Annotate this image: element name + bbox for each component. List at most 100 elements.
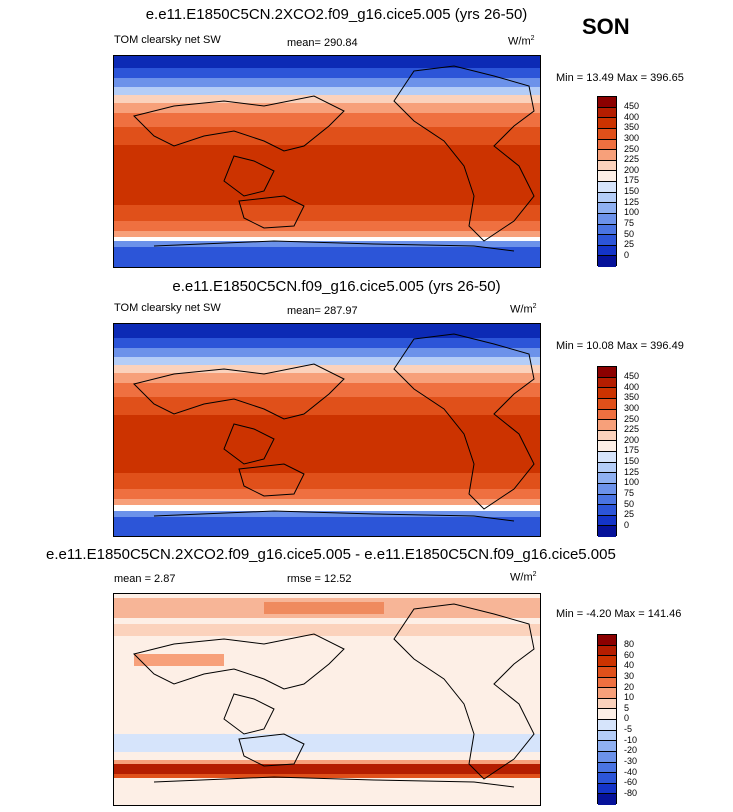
- colorbar-swatch: [598, 97, 616, 108]
- colorbar-swatch: [598, 452, 616, 463]
- panel2-units: W/m2: [510, 303, 537, 316]
- colorbar-tick: 175: [624, 175, 640, 185]
- colorbar-swatch: [598, 505, 616, 516]
- colorbar-swatch: [598, 224, 616, 236]
- colorbar-tick: 175: [624, 445, 640, 455]
- colorbar-swatch: [598, 515, 616, 527]
- colorbar-swatch: [598, 118, 616, 129]
- colorbar-swatch: [598, 367, 616, 378]
- colorbar-swatch: [598, 677, 616, 689]
- season-label: SON: [582, 14, 630, 39]
- colorbar-tick: 25: [624, 239, 635, 249]
- colorbar-swatch: [598, 762, 616, 774]
- colorbar-swatch: [598, 720, 616, 731]
- colorbar-tick: 125: [624, 467, 640, 477]
- panel2-mean: mean= 287.97: [287, 305, 358, 317]
- colorbar-swatch: [598, 773, 616, 784]
- colorbar-tick: 50: [624, 229, 635, 239]
- panel3-units: W/m2: [510, 571, 537, 584]
- colorbar-tick: 0: [624, 520, 630, 530]
- colorbar-tick: -60: [624, 777, 638, 787]
- colorbar-tick: 400: [624, 112, 640, 122]
- panel2-minmax: Min = 10.08 Max = 396.49: [556, 340, 684, 352]
- colorbar-swatch: [598, 107, 616, 119]
- colorbar-tick: 60: [624, 650, 635, 660]
- colorbar-tick: 350: [624, 392, 640, 402]
- colorbar-tick: 125: [624, 197, 640, 207]
- panel1-title: e.e11.E1850C5CN.2XCO2.f09_g16.cice5.005 …: [145, 6, 528, 23]
- colorbar-tick: -5: [624, 724, 633, 734]
- panel2-map-field: [114, 324, 540, 536]
- colorbar-tick: 250: [624, 414, 640, 424]
- panel1-map: [113, 55, 541, 268]
- colorbar-tick: -40: [624, 767, 638, 777]
- colorbar-swatch: [598, 698, 616, 710]
- panel1-map-field: [114, 56, 540, 267]
- colorbar-swatch: [598, 182, 616, 193]
- colorbar-swatch: [598, 171, 616, 182]
- colorbar-tick: 300: [624, 133, 640, 143]
- colorbar-tick: 10: [624, 692, 635, 702]
- colorbar-tick: 5: [624, 703, 630, 713]
- colorbar-tick: 40: [624, 660, 635, 670]
- colorbar-swatch: [598, 245, 616, 257]
- colorbar-swatch: [598, 398, 616, 410]
- colorbar-swatch: [598, 409, 616, 421]
- colorbar-tick: 0: [624, 713, 630, 723]
- colorbar-swatch: [598, 635, 616, 646]
- colorbar-swatch: [598, 645, 616, 657]
- colorbar-tick: 400: [624, 382, 640, 392]
- panel3-map: [113, 593, 541, 806]
- colorbar-tick: 150: [624, 456, 640, 466]
- panel3-title: e.e11.E1850C5CN.2XCO2.f09_g16.cice5.005 …: [46, 546, 616, 563]
- colorbar-tick: 75: [624, 488, 635, 498]
- colorbar-tick: 75: [624, 218, 635, 228]
- colorbar-tick: -80: [624, 788, 638, 798]
- colorbar-swatch: [598, 150, 616, 161]
- colorbar-swatch: [598, 462, 616, 474]
- colorbar-tick: 225: [624, 154, 640, 164]
- colorbar-swatch: [598, 377, 616, 389]
- colorbar-swatch: [598, 388, 616, 399]
- colorbar-tick: 100: [624, 477, 640, 487]
- colorbar-swatch: [598, 420, 616, 431]
- colorbar-tick: 225: [624, 424, 640, 434]
- colorbar-tick: 250: [624, 144, 640, 154]
- colorbar-swatch: [598, 483, 616, 495]
- colorbar-swatch: [598, 783, 616, 795]
- panel3-colorbar: [597, 634, 617, 805]
- colorbar-tick: -10: [624, 735, 638, 745]
- colorbar-swatch: [598, 709, 616, 720]
- panel2-map: [113, 323, 541, 537]
- colorbar-tick: 300: [624, 403, 640, 413]
- colorbar-swatch: [598, 751, 616, 763]
- colorbar-tick: 200: [624, 435, 640, 445]
- colorbar-tick: 450: [624, 371, 640, 381]
- panel1-mean: mean= 290.84: [287, 37, 358, 49]
- colorbar-tick: 350: [624, 122, 640, 132]
- colorbar-tick: 30: [624, 671, 635, 681]
- panel3-rmse: rmse = 12.52: [287, 573, 352, 585]
- colorbar-tick: -30: [624, 756, 638, 766]
- colorbar-swatch: [598, 526, 616, 537]
- panel3-map-field: [114, 594, 540, 805]
- colorbar-swatch: [598, 794, 616, 805]
- colorbar-tick: 0: [624, 250, 630, 260]
- colorbar-tick: 150: [624, 186, 640, 196]
- panel1-colorbar: [597, 96, 617, 267]
- colorbar-tick: 100: [624, 207, 640, 217]
- panel2-variable-label: TOM clearsky net SW: [114, 302, 221, 314]
- colorbar-tick: 80: [624, 639, 635, 649]
- panel1-variable-label: TOM clearsky net SW: [114, 34, 221, 46]
- colorbar-swatch: [598, 203, 616, 214]
- colorbar-swatch: [598, 213, 616, 225]
- colorbar-tick: 200: [624, 165, 640, 175]
- colorbar-swatch: [598, 235, 616, 246]
- colorbar-swatch: [598, 139, 616, 151]
- panel1-minmax: Min = 13.49 Max = 396.65: [556, 72, 684, 84]
- colorbar-tick: 20: [624, 682, 635, 692]
- colorbar-swatch: [598, 730, 616, 742]
- colorbar-swatch: [598, 160, 616, 172]
- colorbar-swatch: [598, 494, 616, 506]
- colorbar-tick: 25: [624, 509, 635, 519]
